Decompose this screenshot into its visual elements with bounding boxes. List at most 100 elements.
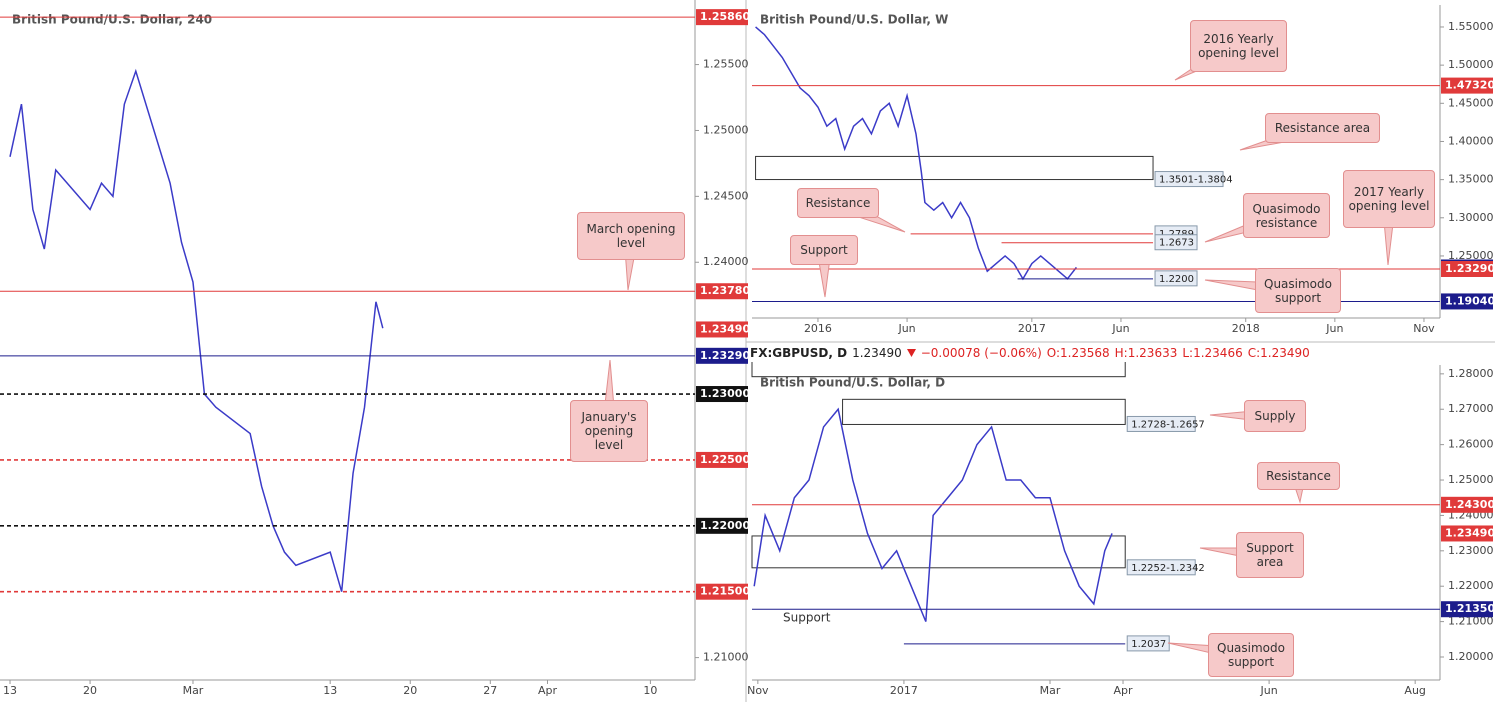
zone-tag-box [1126,415,1196,432]
zone-tag: 1.3501-1.3804 [1159,175,1233,186]
zone-tag-box [1154,171,1224,188]
price-tag-label: 1.23490 [700,322,750,335]
callout: March opening level [577,212,685,260]
price-tag [696,386,748,403]
zone-tag: 1.2728-1.2657 [1131,419,1205,430]
price-tag [696,9,748,26]
y-tick-label: 1.55000 [1448,20,1494,33]
price-tag [1441,261,1493,278]
price-tag [1441,293,1493,310]
callout: Resistance area [1265,113,1380,143]
x-tick-label: 2017 [1018,322,1046,335]
y-tick-label: 1.40000 [1448,134,1494,147]
price-tag [696,347,748,364]
zone [755,155,1154,181]
x-tick-label: Apr [538,684,558,697]
open: O:1.23568 [1046,345,1110,360]
price-tag [696,583,748,600]
price-tag-label: 1.23000 [700,387,750,400]
x-tick-label: 13 [3,684,17,697]
y-tick-label: 1.35000 [1448,173,1494,186]
symbol: FX:GBPUSD, D [750,345,848,360]
price-tag-label: 1.19040 [1445,294,1495,307]
level-tag: 1.2037 [1131,639,1166,650]
x-tick-label: Mar [1040,684,1061,697]
chart-title: British Pound/U.S. Dollar, 240 [12,13,212,27]
x-tick-label: Mar [183,684,204,697]
callout: Support [790,235,858,265]
level-tag: 1.2673 [1159,238,1194,249]
callout: January's opening level [570,400,648,462]
price-tag-label: 1.22500 [700,453,750,466]
zone [842,398,1126,425]
price-tag-label: 1.23290 [700,349,750,362]
low: L:1.23466 [1182,345,1243,360]
y-tick-label: 1.50000 [1448,58,1494,71]
callout: Quasimodo support [1208,633,1294,677]
x-tick-label: 10 [643,684,657,697]
price-tag-label: 1.47320 [1445,79,1495,92]
note: Support [783,611,831,625]
y-tick-label: 1.30000 [1448,211,1494,224]
symbol-header: FX:GBPUSD, D 1.23490 −0.00078 (−0.06%) O… [750,343,1495,362]
price-tag-label: 1.21350 [1445,602,1495,615]
price-tag-label: 1.23780 [700,284,750,297]
y-tick-label: 1.23000 [1448,544,1494,557]
callout: Quasimodo support [1255,268,1341,313]
zone [751,535,1126,569]
y-tick-label: 1.20000 [1448,650,1494,663]
y-tick-label: 1.45000 [1448,96,1494,109]
price-tag-label: 1.21500 [700,585,750,598]
close: C:1.23490 [1247,345,1310,360]
x-tick-label: Apr [1114,684,1134,697]
y-tick-label: 1.25500 [703,58,749,71]
x-tick-label: Nov [747,684,769,697]
x-tick-label: 2016 [804,322,832,335]
price-tag [696,283,748,300]
price-tag-label: 1.25860 [700,10,750,23]
x-tick-label: Jun [1260,684,1278,697]
price-line [755,26,1077,281]
x-tick-label: Jun [1325,322,1343,335]
x-tick-label: 13 [323,684,337,697]
x-tick-label: 27 [483,684,497,697]
callout: Supply [1244,400,1306,432]
level-tag-box [1154,270,1198,287]
chart-title: British Pound/U.S. Dollar, W [760,13,948,27]
x-tick-label: Nov [1413,322,1435,335]
y-tick-label: 1.24500 [703,189,749,202]
callout: Resistance [797,188,879,218]
price-line [753,407,1113,622]
y-tick-label: 1.25000 [1448,473,1494,486]
y-tick-label: 1.26000 [1448,438,1494,451]
x-tick-label: Aug [1404,684,1425,697]
zone-tag-box [1126,559,1196,576]
callout: Support area [1236,532,1304,578]
y-tick-label: 1.21000 [703,651,749,664]
level-tag: 1.2200 [1159,274,1194,285]
price-tag [696,517,748,534]
chart-title: British Pound/U.S. Dollar, D [760,376,945,390]
high: H:1.23633 [1114,345,1178,360]
y-tick-label: 1.28000 [1448,367,1494,380]
x-tick-label: Jun [1111,322,1129,335]
x-tick-label: Jun [897,322,915,335]
down-arrow [906,348,916,357]
y-tick-label: 1.24000 [703,255,749,268]
price-tag [1441,525,1493,542]
price-tag [1441,77,1493,94]
y-tick-label: 1.22000 [1448,579,1494,592]
price-tag [696,321,748,338]
callout: Resistance [1257,462,1340,490]
x-tick-label: 20 [83,684,97,697]
y-tick-label: 1.25000 [703,123,749,136]
callout: Quasimodo resistance [1243,193,1330,238]
price-tag-label: 1.22000 [700,519,750,532]
price-tag-label: 1.23490 [1445,526,1495,539]
callout: 2016 Yearly opening level [1190,20,1287,72]
price-tag-label: 1.23290 [1445,262,1495,275]
zone-tag: 1.2252-1.2342 [1131,563,1205,574]
price-tag [1441,601,1493,618]
change: −0.00078 (−0.06%) [920,345,1042,360]
